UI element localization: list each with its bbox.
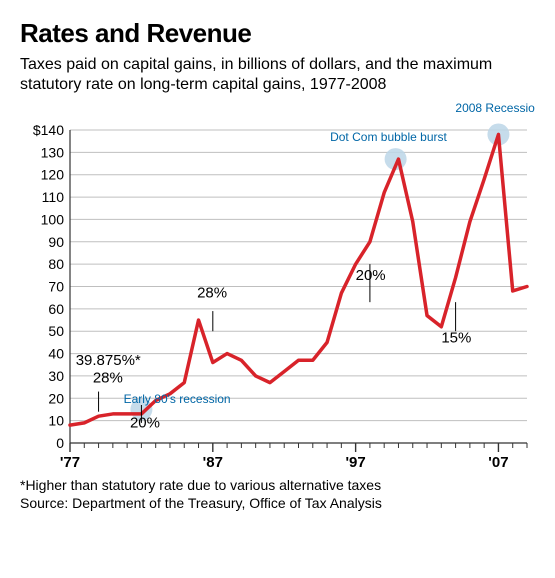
y-tick-label: 50 [48,323,64,339]
y-tick-label: 20 [48,390,64,406]
figure-container: Rates and Revenue Taxes paid on capital … [0,0,555,578]
chart-footnote: *Higher than statutory rate due to vario… [20,477,535,493]
chart-area: 0 10 20 30 40 50 60 70 80 90 100 110 120 130 $140 '77 '8… [20,100,535,475]
event-label: Early 80's recession [124,392,231,406]
y-tick-label: 60 [48,301,64,317]
rate-label: 20% [356,267,386,284]
y-tick-label: 110 [42,189,65,205]
x-tick-label: '07 [488,454,508,471]
y-tick-label: 40 [48,346,64,362]
rate-label: 15% [441,329,471,346]
y-tick-label: 0 [56,435,64,451]
y-tick-label: 90 [48,234,64,250]
x-tick-label: '77 [60,454,80,471]
x-tick-label: '87 [203,454,223,471]
rate-label: 28% [197,285,227,302]
event-label: Dot Com bubble burst [330,130,447,144]
rate-label: 39.875%* [76,352,141,369]
rate-label: 20% [130,414,160,431]
chart-title: Rates and Revenue [20,18,535,49]
chart-source: Source: Department of the Treasury, Offi… [20,495,535,511]
rate-label: 28% [93,370,123,387]
chart-subtitle: Taxes paid on capital gains, in billions… [20,55,535,96]
y-tick-label: 100 [41,211,65,227]
chart-svg: 0 10 20 30 40 50 60 70 80 90 100 110 120 130 $140 '77 '8… [20,100,535,475]
y-tick-label: 130 [41,144,65,160]
y-tick-label: 80 [48,256,64,272]
y-tick-label: 120 [41,167,65,183]
y-tick-label: 10 [48,413,64,429]
y-tick-label: 70 [48,278,64,294]
x-tick-label: '97 [345,454,365,471]
event-label: 2008 Recession [455,101,535,115]
data-line [70,134,527,425]
y-tick-label: 30 [48,368,64,384]
y-tick-label: $140 [33,122,64,138]
